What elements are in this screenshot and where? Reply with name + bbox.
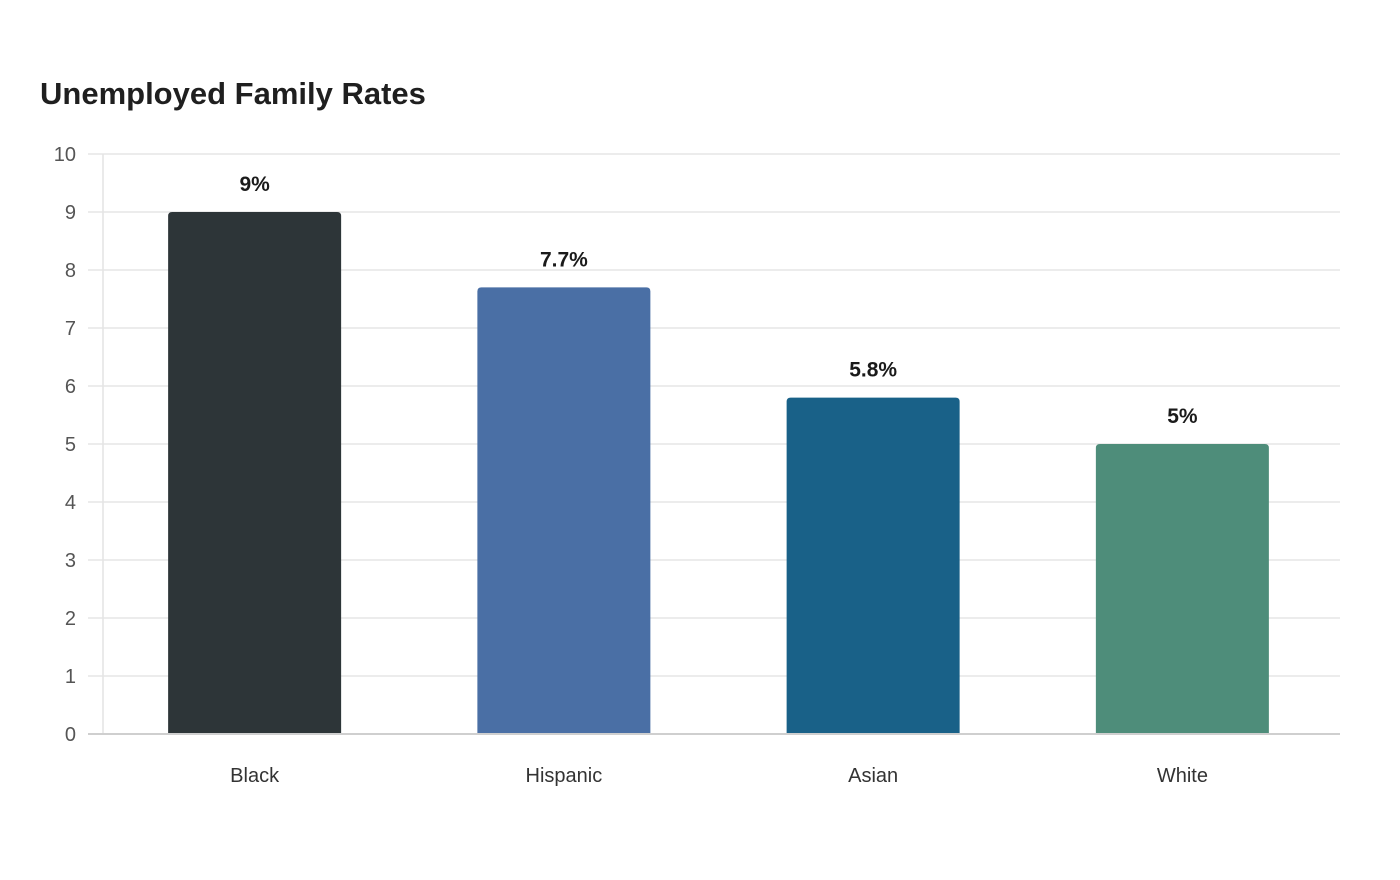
bar-hispanic [477, 287, 651, 734]
bar-asian [786, 397, 960, 734]
data-labels: 9% 7.7% 5.8% 5% [239, 173, 1197, 428]
bar-white [1095, 444, 1269, 734]
data-label: 9% [239, 173, 270, 196]
x-axis-categories: Black Hispanic Asian White [230, 765, 1208, 787]
chart-title: Unemployed Family Rates [40, 76, 426, 111]
y-tick-label: 8 [65, 260, 76, 282]
x-category-label: White [1157, 765, 1208, 787]
y-tick-label: 5 [65, 434, 76, 456]
y-tick-label: 4 [65, 492, 76, 514]
x-category-label: Asian [848, 765, 898, 787]
y-tick-label: 2 [65, 608, 76, 630]
y-axis-ticks: 0 1 2 3 4 5 6 7 8 9 10 [54, 144, 76, 746]
y-tick-label: 0 [65, 724, 76, 746]
axes [88, 154, 1340, 735]
data-label: 7.7% [540, 248, 588, 271]
x-category-label: Black [230, 765, 280, 787]
x-category-label: Hispanic [526, 765, 603, 787]
y-tick-label: 1 [65, 666, 76, 688]
y-tick-label: 6 [65, 376, 76, 398]
bars [168, 212, 1269, 734]
bar-black [168, 212, 342, 734]
y-tick-label: 10 [54, 144, 76, 166]
data-label: 5.8% [849, 359, 897, 382]
y-tick-label: 9 [65, 202, 76, 224]
y-tick-label: 7 [65, 318, 76, 340]
y-tick-label: 3 [65, 550, 76, 572]
data-label: 5% [1167, 405, 1198, 428]
